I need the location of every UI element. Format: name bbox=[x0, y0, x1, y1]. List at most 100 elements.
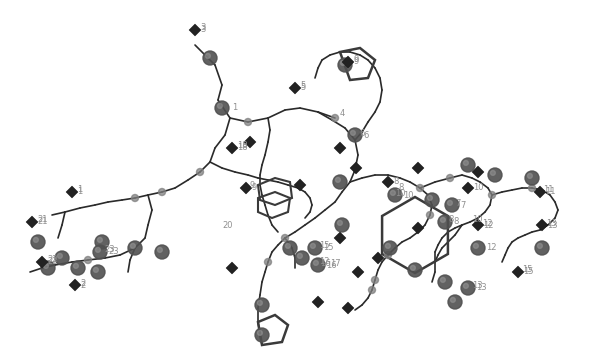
Circle shape bbox=[71, 261, 85, 275]
Circle shape bbox=[441, 217, 445, 222]
Text: 13: 13 bbox=[546, 218, 557, 228]
Circle shape bbox=[95, 235, 109, 249]
Circle shape bbox=[337, 221, 342, 225]
Text: 10: 10 bbox=[395, 188, 406, 198]
Circle shape bbox=[537, 244, 543, 248]
Circle shape bbox=[97, 237, 103, 242]
Circle shape bbox=[461, 281, 475, 295]
Circle shape bbox=[282, 235, 289, 242]
Circle shape bbox=[218, 103, 222, 108]
Text: 9: 9 bbox=[353, 58, 358, 67]
Circle shape bbox=[264, 259, 272, 266]
Text: 9: 9 bbox=[251, 184, 256, 193]
Text: 16: 16 bbox=[326, 260, 337, 269]
Circle shape bbox=[464, 283, 468, 288]
Circle shape bbox=[525, 171, 539, 185]
Circle shape bbox=[438, 275, 452, 289]
Circle shape bbox=[408, 263, 422, 277]
Text: 6: 6 bbox=[359, 128, 364, 138]
Circle shape bbox=[473, 244, 479, 248]
Circle shape bbox=[447, 174, 454, 181]
Circle shape bbox=[340, 60, 345, 65]
Text: 10: 10 bbox=[403, 191, 413, 200]
Text: 13: 13 bbox=[547, 221, 557, 230]
Text: 22: 22 bbox=[47, 255, 58, 265]
Text: 8: 8 bbox=[393, 178, 398, 186]
Circle shape bbox=[371, 276, 378, 283]
Circle shape bbox=[132, 194, 139, 201]
Text: 6: 6 bbox=[363, 131, 368, 140]
Text: 9: 9 bbox=[354, 55, 359, 65]
Circle shape bbox=[215, 101, 229, 115]
Circle shape bbox=[448, 295, 462, 309]
Circle shape bbox=[335, 218, 349, 232]
Text: 13: 13 bbox=[476, 283, 487, 292]
Circle shape bbox=[130, 244, 135, 248]
Circle shape bbox=[425, 193, 439, 207]
Circle shape bbox=[43, 263, 49, 268]
Text: 17: 17 bbox=[330, 259, 340, 267]
Circle shape bbox=[205, 53, 211, 58]
Circle shape bbox=[438, 215, 452, 229]
Circle shape bbox=[158, 188, 165, 195]
Text: 10: 10 bbox=[472, 215, 483, 224]
Circle shape bbox=[527, 173, 533, 178]
Circle shape bbox=[331, 114, 339, 121]
Text: 11: 11 bbox=[543, 186, 553, 194]
Circle shape bbox=[471, 241, 485, 255]
Text: 21: 21 bbox=[37, 215, 47, 224]
Circle shape bbox=[348, 128, 362, 142]
Circle shape bbox=[448, 200, 452, 205]
Text: 12: 12 bbox=[319, 258, 330, 267]
Text: 7: 7 bbox=[455, 199, 460, 208]
Circle shape bbox=[308, 241, 322, 255]
Circle shape bbox=[31, 235, 45, 249]
Circle shape bbox=[489, 192, 496, 199]
Text: 20: 20 bbox=[222, 221, 232, 230]
Text: 15: 15 bbox=[523, 267, 534, 276]
Circle shape bbox=[390, 191, 396, 195]
Text: 15: 15 bbox=[319, 242, 330, 251]
Circle shape bbox=[314, 260, 318, 265]
Text: 2: 2 bbox=[80, 279, 85, 288]
Circle shape bbox=[58, 253, 62, 258]
Text: 2: 2 bbox=[80, 281, 85, 290]
Circle shape bbox=[41, 261, 55, 275]
Text: 8: 8 bbox=[453, 217, 458, 227]
Circle shape bbox=[490, 170, 495, 175]
Circle shape bbox=[84, 257, 91, 263]
Circle shape bbox=[285, 244, 291, 248]
Text: 16: 16 bbox=[320, 259, 331, 267]
Circle shape bbox=[128, 241, 142, 255]
Text: 23: 23 bbox=[104, 245, 114, 254]
Circle shape bbox=[93, 245, 107, 259]
Circle shape bbox=[203, 51, 217, 65]
Circle shape bbox=[95, 247, 100, 252]
Text: 8: 8 bbox=[398, 183, 403, 192]
Circle shape bbox=[445, 198, 459, 212]
Text: 18: 18 bbox=[237, 141, 248, 150]
Text: 3: 3 bbox=[200, 23, 205, 32]
Circle shape bbox=[368, 287, 375, 294]
Circle shape bbox=[74, 263, 78, 268]
Text: 21: 21 bbox=[37, 217, 47, 227]
Text: 5: 5 bbox=[300, 82, 305, 90]
Text: 15: 15 bbox=[522, 266, 533, 275]
Text: 10: 10 bbox=[473, 184, 483, 193]
Text: 3: 3 bbox=[200, 25, 205, 35]
Circle shape bbox=[528, 185, 535, 192]
Text: 8: 8 bbox=[448, 215, 454, 224]
Circle shape bbox=[33, 237, 39, 242]
Text: 4: 4 bbox=[340, 109, 345, 118]
Circle shape bbox=[295, 251, 309, 265]
Circle shape bbox=[311, 258, 325, 272]
Circle shape bbox=[338, 58, 352, 72]
Text: 15: 15 bbox=[323, 244, 333, 252]
Circle shape bbox=[91, 265, 105, 279]
Text: 1: 1 bbox=[77, 187, 82, 196]
Circle shape bbox=[255, 328, 269, 342]
Circle shape bbox=[55, 251, 69, 265]
Text: 23: 23 bbox=[108, 247, 119, 257]
Text: 13: 13 bbox=[472, 282, 483, 290]
Text: 11: 11 bbox=[545, 187, 556, 196]
